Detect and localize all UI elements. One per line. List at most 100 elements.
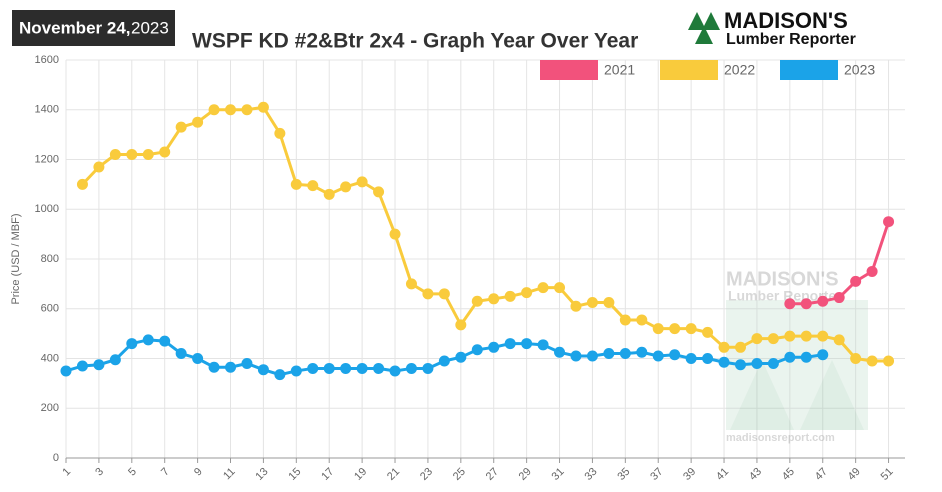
data-point: [405, 362, 417, 374]
logo-name: MADISON'S: [724, 8, 848, 33]
legend-label: 2023: [844, 62, 875, 78]
y-tick-label: 1200: [35, 153, 59, 165]
data-point: [422, 362, 434, 374]
data-point: [883, 355, 895, 367]
data-point: [603, 297, 615, 309]
data-point: [636, 346, 648, 358]
data-point: [356, 176, 368, 188]
data-point: [438, 288, 450, 300]
data-point: [751, 333, 763, 345]
x-tick-label: 17: [319, 466, 336, 483]
x-tick-label: 41: [714, 466, 731, 483]
data-point: [76, 178, 88, 190]
y-tick-label: 1600: [35, 54, 59, 66]
data-point: [373, 186, 385, 198]
y-tick-label: 800: [41, 253, 59, 265]
data-point: [340, 362, 352, 374]
data-point: [307, 180, 319, 192]
data-point: [208, 361, 220, 373]
data-point: [274, 369, 286, 381]
data-point: [323, 188, 335, 200]
data-point: [290, 365, 302, 377]
data-point: [521, 287, 533, 299]
data-point: [225, 104, 237, 116]
data-point: [76, 360, 88, 372]
date-badge: [12, 10, 175, 46]
data-point: [817, 349, 829, 361]
data-point: [669, 323, 681, 335]
y-tick-label: 1400: [35, 104, 59, 116]
x-tick-label: 11: [221, 466, 238, 483]
data-point: [126, 338, 138, 350]
legend-swatch: [780, 60, 838, 80]
data-point: [554, 346, 566, 358]
watermark-name: MADISON'S: [726, 268, 839, 290]
data-point: [751, 357, 763, 369]
data-point: [471, 344, 483, 356]
chart-title: WSPF KD #2&Btr 2x4 - Graph Year Over Yea…: [192, 30, 638, 53]
data-point: [586, 297, 598, 309]
y-tick-label: 0: [53, 452, 59, 464]
data-point: [175, 121, 187, 133]
y-tick-label: 200: [41, 402, 59, 414]
data-point: [603, 348, 615, 360]
data-point: [274, 127, 286, 139]
data-point: [241, 104, 253, 116]
data-point: [175, 348, 187, 360]
x-tick-label: 5: [126, 466, 139, 479]
data-point: [93, 161, 105, 173]
data-point: [521, 338, 533, 350]
data-point: [60, 365, 72, 377]
data-point: [570, 300, 582, 312]
data-point: [192, 353, 204, 364]
data-point: [241, 357, 253, 369]
data-point: [471, 295, 483, 307]
data-point: [784, 330, 796, 342]
x-tick-label: 33: [582, 466, 599, 483]
data-point: [784, 298, 796, 310]
x-tick-label: 31: [550, 466, 567, 483]
data-point: [109, 354, 121, 366]
data-point: [833, 292, 845, 304]
data-point: [488, 341, 500, 353]
logo-sub: Lumber Reporter: [726, 31, 856, 48]
data-point: [685, 323, 697, 335]
data-point: [767, 357, 779, 369]
x-tick-label: 45: [780, 466, 797, 483]
data-point: [767, 333, 779, 345]
data-point: [734, 341, 746, 353]
y-tick-label: 600: [41, 303, 59, 315]
data-point: [504, 290, 516, 302]
data-point: [718, 356, 730, 368]
data-point: [307, 362, 319, 374]
y-tick-label: 1000: [35, 203, 59, 215]
x-tick-label: 39: [681, 466, 698, 483]
data-point: [883, 216, 895, 228]
x-tick-label: 27: [484, 466, 501, 483]
x-tick-label: 47: [813, 466, 830, 483]
data-point: [405, 278, 417, 290]
data-point: [652, 350, 664, 362]
data-point: [800, 330, 812, 342]
legend-swatch: [540, 60, 598, 80]
data-point: [290, 178, 302, 190]
data-point: [208, 104, 220, 116]
data-point: [225, 361, 237, 373]
data-point: [850, 353, 862, 364]
data-point: [455, 319, 467, 331]
data-point: [866, 265, 878, 277]
data-point: [619, 348, 631, 360]
logo-icon: [688, 12, 720, 44]
data-point: [784, 351, 796, 363]
x-tick-label: 25: [451, 466, 468, 483]
data-point: [800, 351, 812, 363]
data-point: [554, 282, 566, 294]
x-tick-label: 19: [352, 466, 369, 483]
data-point: [389, 228, 401, 240]
x-tick-label: 29: [517, 466, 534, 483]
data-point: [817, 295, 829, 307]
data-point: [159, 335, 171, 347]
data-point: [504, 338, 516, 350]
data-point: [652, 323, 664, 335]
